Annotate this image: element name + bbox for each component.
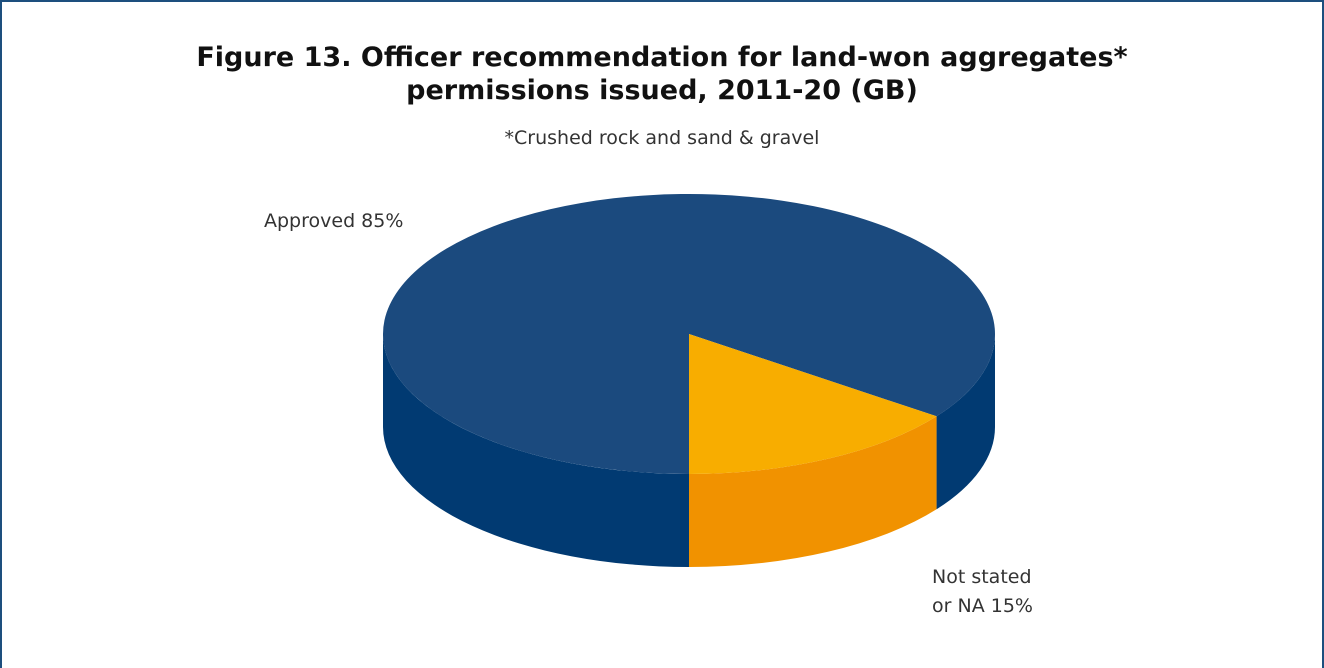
slice-label-not-stated: Not stated or NA 15% [932,563,1082,621]
pie-sides [383,334,995,567]
chart-subtitle: *Crushed rock and sand & gravel [504,127,820,149]
chart-title-line-2: permissions issued, 2011-20 (GB) [406,75,918,106]
slice-label-not-stated-line-2: or NA 15% [932,595,1033,617]
pie-tops [383,194,996,474]
chart-title: Figure 13. Officer recommendation for la… [0,41,1324,107]
pie-slice-not-stated [689,334,937,474]
chart-title-line-1: Figure 13. Officer recommendation for la… [196,42,1128,73]
pie-side-not-stated [689,416,937,567]
slice-label-approved: Approved 85% [264,207,403,236]
pie-side-approved-85 [383,334,689,567]
slice-label-not-stated-line-1: Not stated [932,566,1032,588]
slice-label-approved-line-1: Approved 85% [264,210,404,232]
pie-side-approved-85 [936,334,995,510]
